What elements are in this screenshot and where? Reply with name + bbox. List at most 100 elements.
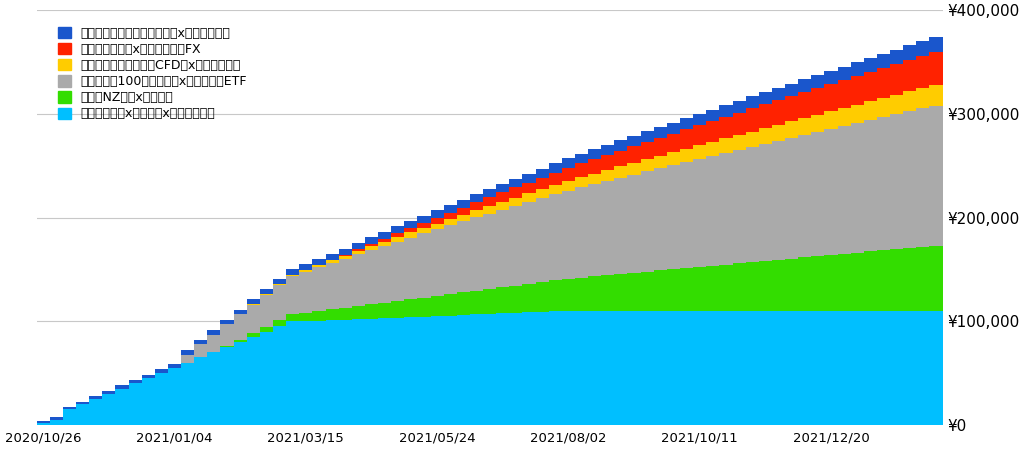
Bar [772, 100, 785, 125]
Bar [785, 121, 798, 138]
Bar [312, 265, 326, 268]
Bar [707, 121, 720, 142]
Bar [497, 210, 509, 287]
Bar [601, 170, 614, 181]
Bar [562, 168, 574, 181]
Bar [667, 311, 680, 425]
Bar [864, 120, 877, 251]
Bar [903, 45, 916, 60]
Bar [720, 105, 732, 117]
Bar [864, 101, 877, 120]
Bar [693, 267, 707, 311]
Bar [470, 217, 483, 291]
Bar [916, 88, 930, 109]
Bar [588, 184, 601, 277]
Bar [509, 286, 522, 313]
Bar [418, 216, 430, 223]
Bar [339, 308, 352, 320]
Bar [207, 352, 220, 425]
Bar [930, 52, 943, 85]
Bar [877, 117, 890, 250]
Bar [286, 314, 299, 321]
Bar [260, 327, 273, 331]
Bar [404, 228, 418, 233]
Bar [653, 168, 667, 270]
Bar [62, 407, 76, 409]
Bar [720, 138, 732, 153]
Bar [522, 202, 536, 284]
Bar [890, 249, 903, 311]
Bar [759, 128, 772, 144]
Bar [745, 262, 759, 311]
Bar [509, 206, 522, 286]
Bar [155, 373, 168, 425]
Bar [574, 311, 588, 425]
Bar [745, 97, 759, 109]
Bar [443, 219, 457, 225]
Bar [483, 289, 497, 314]
Bar [76, 401, 89, 404]
Bar [536, 198, 549, 282]
Bar [930, 106, 943, 246]
Bar [798, 118, 811, 135]
Bar [536, 168, 549, 177]
Bar [89, 399, 102, 425]
Bar [299, 313, 312, 321]
Bar [220, 346, 233, 347]
Bar [641, 272, 653, 311]
Bar [129, 380, 141, 383]
Bar [497, 202, 509, 210]
Bar [483, 189, 497, 198]
Bar [352, 306, 365, 319]
Bar [667, 123, 680, 133]
Bar [653, 138, 667, 156]
Bar [785, 259, 798, 311]
Bar [838, 311, 851, 425]
Bar [404, 238, 418, 299]
Bar [877, 311, 890, 425]
Bar [286, 276, 299, 314]
Bar [667, 152, 680, 165]
Bar [785, 311, 798, 425]
Bar [693, 125, 707, 145]
Bar [483, 214, 497, 289]
Bar [720, 117, 732, 138]
Bar [522, 174, 536, 182]
Legend: カナダドル円買・ユーロ円売x手動トラリピ, ユーロポンド売xトライオートFX, ビットコイン暗号資産CFD買x手動トラリピ, ナスダック100トリプル買xトラオ: カナダドル円買・ユーロ円売x手動トラリピ, ユーロポンド売xトライオートFX, … [52, 21, 254, 127]
Bar [378, 318, 391, 425]
Bar [50, 418, 62, 420]
Bar [312, 321, 326, 425]
Bar [181, 355, 195, 363]
Bar [339, 320, 352, 425]
Bar [916, 41, 930, 56]
Bar [195, 340, 207, 344]
Bar [326, 309, 339, 320]
Bar [286, 274, 299, 276]
Bar [707, 110, 720, 121]
Bar [653, 127, 667, 138]
Bar [824, 255, 838, 311]
Bar [838, 66, 851, 80]
Bar [916, 56, 930, 88]
Bar [483, 198, 497, 206]
Bar [930, 246, 943, 311]
Bar [102, 391, 116, 394]
Bar [457, 215, 470, 221]
Bar [273, 286, 286, 321]
Bar [207, 335, 220, 352]
Bar [772, 311, 785, 425]
Bar [37, 423, 50, 425]
Bar [811, 311, 824, 425]
Bar [273, 321, 286, 326]
Bar [326, 260, 339, 263]
Bar [457, 207, 470, 215]
Bar [339, 255, 352, 259]
Bar [653, 311, 667, 425]
Bar [497, 184, 509, 193]
Bar [273, 284, 286, 286]
Bar [430, 296, 443, 316]
Bar [588, 173, 601, 184]
Bar [916, 109, 930, 247]
Bar [326, 320, 339, 425]
Bar [168, 364, 181, 368]
